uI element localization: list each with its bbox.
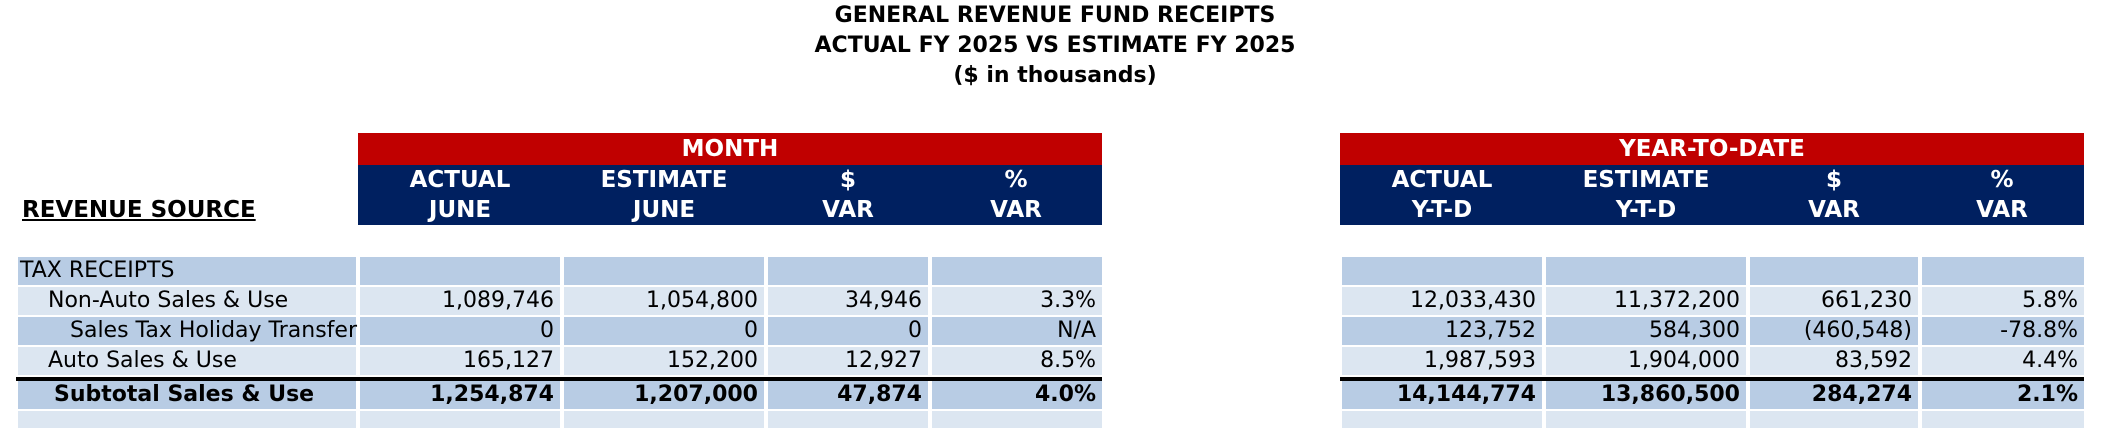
ytd-pct-var-cell: 4.4% — [1922, 347, 2084, 375]
month-dollar-var-cell: 0 — [768, 317, 928, 345]
month-pct-var-cell: 4.0% — [932, 381, 1102, 409]
ytd-estimate-cell: 13,860,500 — [1546, 381, 1746, 409]
empty-cell — [18, 411, 356, 428]
month-pct-var-cell: 8.5% — [932, 347, 1102, 375]
ytd-estimate-cell: 11,372,200 — [1546, 287, 1746, 315]
report-subtitle: ACTUAL FY 2025 VS ESTIMATE FY 2025 — [814, 33, 1296, 58]
ytd-col-pct-var: % VAR — [1976, 167, 2028, 223]
month-estimate-cell — [564, 257, 764, 285]
empty-cell — [360, 411, 560, 428]
month-band: MONTH — [358, 133, 1102, 165]
table-row: Sales Tax Holiday Transfer 0 0 0 N/A 123… — [0, 317, 2110, 345]
ytd-dollar-var-cell: 284,274 — [1750, 381, 1918, 409]
month-actual-cell — [360, 257, 560, 285]
month-estimate-cell: 1,207,000 — [564, 381, 764, 409]
ytd-actual-cell: 1,987,593 — [1342, 347, 1542, 375]
report-title: GENERAL REVENUE FUND RECEIPTS — [834, 3, 1276, 28]
empty-cell — [932, 411, 1102, 428]
ytd-col-estimate: ESTIMATE Y-T-D — [1582, 167, 1710, 223]
ytd-actual-cell: 123,752 — [1342, 317, 1542, 345]
month-actual-cell: 1,254,874 — [360, 381, 560, 409]
subtotal-rule-ytd — [1340, 377, 2084, 381]
revenue-source-header: REVENUE SOURCE — [22, 197, 256, 223]
month-col-pct-var: % VAR — [990, 167, 1042, 223]
month-actual-cell: 0 — [360, 317, 560, 345]
month-dollar-var-cell: 47,874 — [768, 381, 928, 409]
month-pct-var-cell: 3.3% — [932, 287, 1102, 315]
month-estimate-cell: 1,054,800 — [564, 287, 764, 315]
month-pct-var-cell — [932, 257, 1102, 285]
row-label: Subtotal Sales & Use — [18, 381, 356, 409]
empty-cell — [564, 411, 764, 428]
month-col-dollar-var: $ VAR — [822, 167, 874, 223]
ytd-pct-var-cell: -78.8% — [1922, 317, 2084, 345]
empty-cell — [1342, 411, 1542, 428]
ytd-actual-cell: 14,144,774 — [1342, 381, 1542, 409]
month-actual-cell: 1,089,746 — [360, 287, 560, 315]
ytd-column-headers: ACTUAL Y-T-D ESTIMATE Y-T-D $ VAR % VAR — [1340, 165, 2084, 225]
table-row: TAX RECEIPTS — [0, 257, 2110, 285]
month-col-estimate: ESTIMATE JUNE — [600, 167, 728, 223]
table-row: Subtotal Sales & Use 1,254,874 1,207,000… — [0, 381, 2110, 409]
report-units: ($ in thousands) — [953, 63, 1157, 88]
ytd-actual-cell: 12,033,430 — [1342, 287, 1542, 315]
ytd-estimate-cell: 1,904,000 — [1546, 347, 1746, 375]
row-label: Non-Auto Sales & Use — [18, 287, 356, 315]
month-estimate-cell: 0 — [564, 317, 764, 345]
empty-cell — [1546, 411, 1746, 428]
ytd-col-dollar-var: $ VAR — [1808, 167, 1860, 223]
month-actual-cell: 165,127 — [360, 347, 560, 375]
empty-cell — [768, 411, 928, 428]
month-column-headers: ACTUAL JUNE ESTIMATE JUNE $ VAR % VAR — [358, 165, 1102, 225]
ytd-estimate-cell: 584,300 — [1546, 317, 1746, 345]
empty-cell — [1750, 411, 1918, 428]
row-label: TAX RECEIPTS — [18, 257, 356, 285]
row-label: Sales Tax Holiday Transfer — [18, 317, 357, 345]
month-pct-var-cell: N/A — [932, 317, 1102, 345]
ytd-pct-var-cell — [1922, 257, 2084, 285]
ytd-dollar-var-cell: (460,548) — [1750, 317, 1918, 345]
ytd-col-actual: ACTUAL Y-T-D — [1391, 167, 1493, 223]
ytd-pct-var-cell: 5.8% — [1922, 287, 2084, 315]
month-dollar-var-cell — [768, 257, 928, 285]
month-dollar-var-cell: 12,927 — [768, 347, 928, 375]
subtotal-rule-month — [16, 377, 1102, 381]
ytd-pct-var-cell: 2.1% — [1922, 381, 2084, 409]
ytd-dollar-var-cell — [1750, 257, 1918, 285]
ytd-band: YEAR-TO-DATE — [1340, 133, 2084, 165]
table-row-empty — [0, 411, 2110, 428]
ytd-dollar-var-cell: 83,592 — [1750, 347, 1918, 375]
month-estimate-cell: 152,200 — [564, 347, 764, 375]
ytd-dollar-var-cell: 661,230 — [1750, 287, 1918, 315]
empty-cell — [1922, 411, 2084, 428]
table-row: Non-Auto Sales & Use 1,089,746 1,054,800… — [0, 287, 2110, 315]
row-label: Auto Sales & Use — [18, 347, 356, 375]
month-col-actual: ACTUAL JUNE — [409, 167, 511, 223]
table-row: Auto Sales & Use 165,127 152,200 12,927 … — [0, 347, 2110, 375]
ytd-estimate-cell — [1546, 257, 1746, 285]
ytd-actual-cell — [1342, 257, 1542, 285]
month-dollar-var-cell: 34,946 — [768, 287, 928, 315]
